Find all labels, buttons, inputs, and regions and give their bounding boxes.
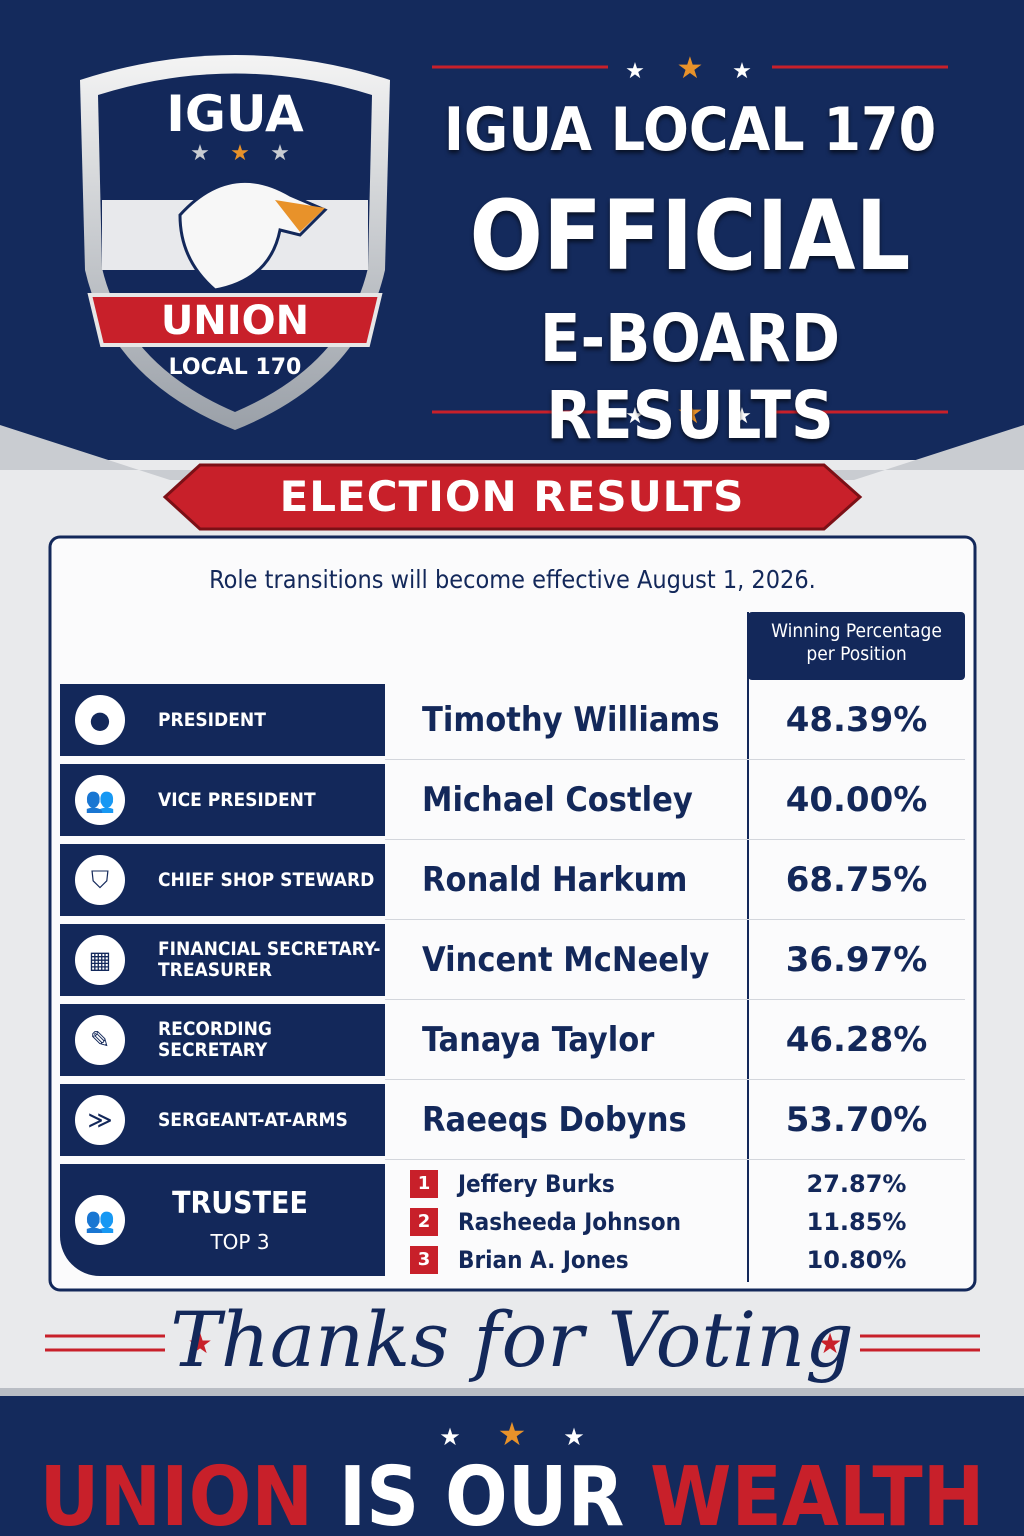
percentage: 46.28% [785, 1020, 928, 1060]
header-line: E-BOARD RESULTS [539, 300, 841, 454]
role-icon: 👥 [72, 1192, 128, 1248]
icon-glyph: ▦ [88, 946, 112, 974]
logo-top: IGUA [166, 85, 304, 143]
role-subtitle: TOP 3 [210, 1230, 270, 1254]
role: VICE PRESIDENT [158, 788, 316, 811]
role-label: ● PRESIDENT [60, 684, 385, 756]
svg-text:★: ★ [563, 1423, 585, 1451]
percentage: 68.75% [785, 860, 928, 900]
role: PRESIDENT [158, 708, 266, 731]
role-label: ✎ RECORDING SECRETARY [60, 1004, 385, 1076]
slogan-word: WEALTH [650, 1450, 985, 1536]
svg-text:★: ★ [230, 141, 250, 166]
svg-text:★: ★ [732, 404, 752, 429]
icon-glyph: ✎ [89, 1026, 111, 1054]
percentage: 36.97% [785, 940, 928, 980]
percentage: 48.39% [785, 700, 928, 740]
role-label: 👥 VICE PRESIDENT [60, 764, 385, 836]
trustee-name: Jeffery Burks [458, 1170, 615, 1198]
trustee-percentage: 11.85% [806, 1208, 907, 1236]
svg-text:★: ★ [625, 404, 645, 429]
slogan-word: IS OUR [338, 1450, 625, 1536]
header-line: IGUA LOCAL 170 [443, 95, 937, 165]
svg-text:★: ★ [817, 1327, 842, 1360]
icon-glyph: 👥 [85, 786, 115, 814]
trustee-percentage: 10.80% [806, 1246, 907, 1274]
candidate-name: Michael Costley [422, 780, 693, 820]
icon-glyph: 👥 [85, 1206, 115, 1234]
trustee-name: Rasheeda Johnson [458, 1208, 681, 1236]
thanks: Thanks for Voting [170, 1295, 854, 1384]
logo-bottom: LOCAL 170 [168, 355, 302, 380]
role: FINANCIAL SECRETARY-TREASURER [158, 938, 381, 981]
svg-text:★: ★ [270, 141, 290, 166]
role-label: ▦ FINANCIAL SECRETARY-TREASURER [60, 924, 385, 996]
header-line: OFFICIAL [469, 180, 911, 292]
result-row: ✎ RECORDING SECRETARY Tanaya Taylor 46.28% [60, 1000, 965, 1080]
rank-badge: 3 [410, 1246, 438, 1274]
role-label: ≫ SERGEANT-AT-ARMS [60, 1084, 385, 1156]
row-divider [385, 919, 965, 920]
svg-text:★: ★ [732, 59, 752, 84]
icon-glyph: ● [89, 706, 111, 734]
result-row: ▦ FINANCIAL SECRETARY-TREASURER Vincent Mc… [60, 920, 965, 1000]
candidate-name: Raeeqs Dobyns [422, 1100, 687, 1140]
column-header: Winning Percentage per Position [771, 620, 942, 665]
icon-glyph: ⛉ [91, 866, 109, 894]
svg-text:★: ★ [498, 1415, 527, 1453]
svg-text:★: ★ [187, 1327, 212, 1360]
trustee-percentage: 27.87% [806, 1170, 907, 1198]
row-divider [385, 999, 965, 1000]
role-icon: ⛉ [72, 852, 128, 908]
svg-text:★: ★ [190, 141, 210, 166]
result-row: ● PRESIDENT Timothy Williams 48.39% [60, 680, 965, 760]
slogan-word: UNION [39, 1450, 314, 1536]
candidate-name: Vincent McNeely [422, 940, 710, 980]
row-divider [385, 1079, 965, 1080]
slogan: UNION IS OUR WEALTH [0, 1450, 1024, 1536]
rank-badge: 2 [410, 1208, 438, 1236]
svg-text:★: ★ [677, 51, 704, 86]
result-row: 👥 VICE PRESIDENT Michael Costley 40.00% [60, 760, 965, 840]
section-title: ELECTION RESULTS [279, 472, 745, 521]
role-icon: ≫ [72, 1092, 128, 1148]
row-divider [385, 839, 965, 840]
result-row: ≫ SERGEANT-AT-ARMS Raeeqs Dobyns 53.70% [60, 1080, 965, 1160]
role: TRUSTEE [172, 1186, 308, 1221]
row-divider [385, 1159, 965, 1160]
role: CHIEF SHOP STEWARD [158, 868, 375, 891]
candidate-name: Tanaya Taylor [422, 1020, 655, 1060]
role-icon: ✎ [72, 1012, 128, 1068]
icon-glyph: ≫ [87, 1106, 113, 1134]
role: SERGEANT-AT-ARMS [158, 1108, 348, 1131]
role-label: 👥 TRUSTEE TOP 3 [60, 1164, 385, 1276]
svg-text:★: ★ [677, 396, 704, 431]
role-label: ⛉ CHIEF SHOP STEWARD [60, 844, 385, 916]
svg-text:★: ★ [439, 1423, 461, 1451]
role: RECORDING SECRETARY [158, 1018, 272, 1061]
trustee-row: 👥 TRUSTEE TOP 3 1 Jeffery Burks 27.87% 2 Rashee… [60, 1160, 965, 1280]
candidate-name: Timothy Williams [422, 700, 720, 740]
trustee-name: Brian A. Jones [458, 1246, 629, 1274]
note: Role transitions will become effective A… [209, 565, 816, 594]
role-icon: ▦ [72, 932, 128, 988]
row-divider [385, 759, 965, 760]
role-icon: 👥 [72, 772, 128, 828]
rank-badge: 1 [410, 1170, 438, 1198]
percentage: 53.70% [785, 1100, 928, 1140]
candidate-name: Ronald Harkum [422, 860, 688, 900]
percentage: 40.00% [785, 780, 928, 820]
role-icon: ● [72, 692, 128, 748]
svg-text:★: ★ [625, 59, 645, 84]
result-row: ⛉ CHIEF SHOP STEWARD Ronald Harkum 68.75% [60, 840, 965, 920]
logo-banner: UNION [160, 298, 310, 344]
